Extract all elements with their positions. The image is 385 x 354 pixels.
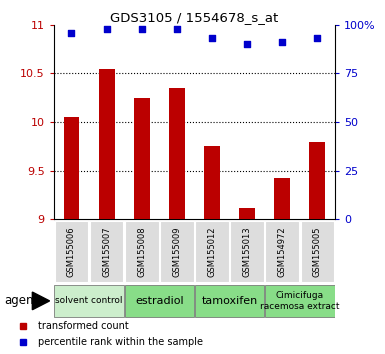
Text: GSM154972: GSM154972 bbox=[278, 226, 287, 277]
Text: GSM155013: GSM155013 bbox=[243, 226, 252, 277]
Text: GSM155005: GSM155005 bbox=[313, 226, 322, 276]
Bar bbox=[134, 98, 150, 219]
Text: GSM155012: GSM155012 bbox=[208, 226, 216, 276]
Bar bbox=[90, 221, 124, 282]
Bar bbox=[275, 178, 290, 219]
Bar bbox=[195, 221, 229, 282]
Text: agent: agent bbox=[4, 295, 38, 307]
Text: Cimicifuga
racemosa extract: Cimicifuga racemosa extract bbox=[260, 291, 340, 310]
Bar bbox=[204, 147, 220, 219]
Bar bbox=[310, 142, 325, 219]
Text: tamoxifen: tamoxifen bbox=[201, 296, 258, 306]
Text: estradiol: estradiol bbox=[135, 296, 184, 306]
Text: GSM155007: GSM155007 bbox=[102, 226, 111, 277]
Point bbox=[104, 26, 110, 32]
Point bbox=[279, 40, 285, 45]
Text: transformed count: transformed count bbox=[38, 321, 129, 331]
Point bbox=[244, 41, 250, 47]
Bar bbox=[265, 285, 335, 317]
Polygon shape bbox=[32, 292, 50, 310]
Bar bbox=[301, 221, 334, 282]
Bar bbox=[55, 221, 88, 282]
Point bbox=[139, 26, 145, 32]
Bar bbox=[169, 88, 185, 219]
Text: GSM155006: GSM155006 bbox=[67, 226, 76, 277]
Title: GDS3105 / 1554678_s_at: GDS3105 / 1554678_s_at bbox=[110, 11, 279, 24]
Bar bbox=[54, 285, 124, 317]
Bar bbox=[265, 221, 299, 282]
Point bbox=[174, 26, 180, 32]
Bar bbox=[230, 221, 264, 282]
Text: solvent control: solvent control bbox=[55, 296, 123, 306]
Bar bbox=[124, 285, 194, 317]
Bar bbox=[195, 285, 264, 317]
Text: percentile rank within the sample: percentile rank within the sample bbox=[38, 337, 203, 347]
Point bbox=[69, 30, 75, 35]
Text: GSM155008: GSM155008 bbox=[137, 226, 146, 277]
Bar bbox=[239, 208, 255, 219]
Bar bbox=[125, 221, 159, 282]
Bar bbox=[160, 221, 194, 282]
Point bbox=[314, 35, 320, 41]
Point bbox=[209, 35, 215, 41]
Text: GSM155009: GSM155009 bbox=[172, 226, 181, 276]
Bar bbox=[64, 117, 79, 219]
Bar bbox=[99, 69, 114, 219]
